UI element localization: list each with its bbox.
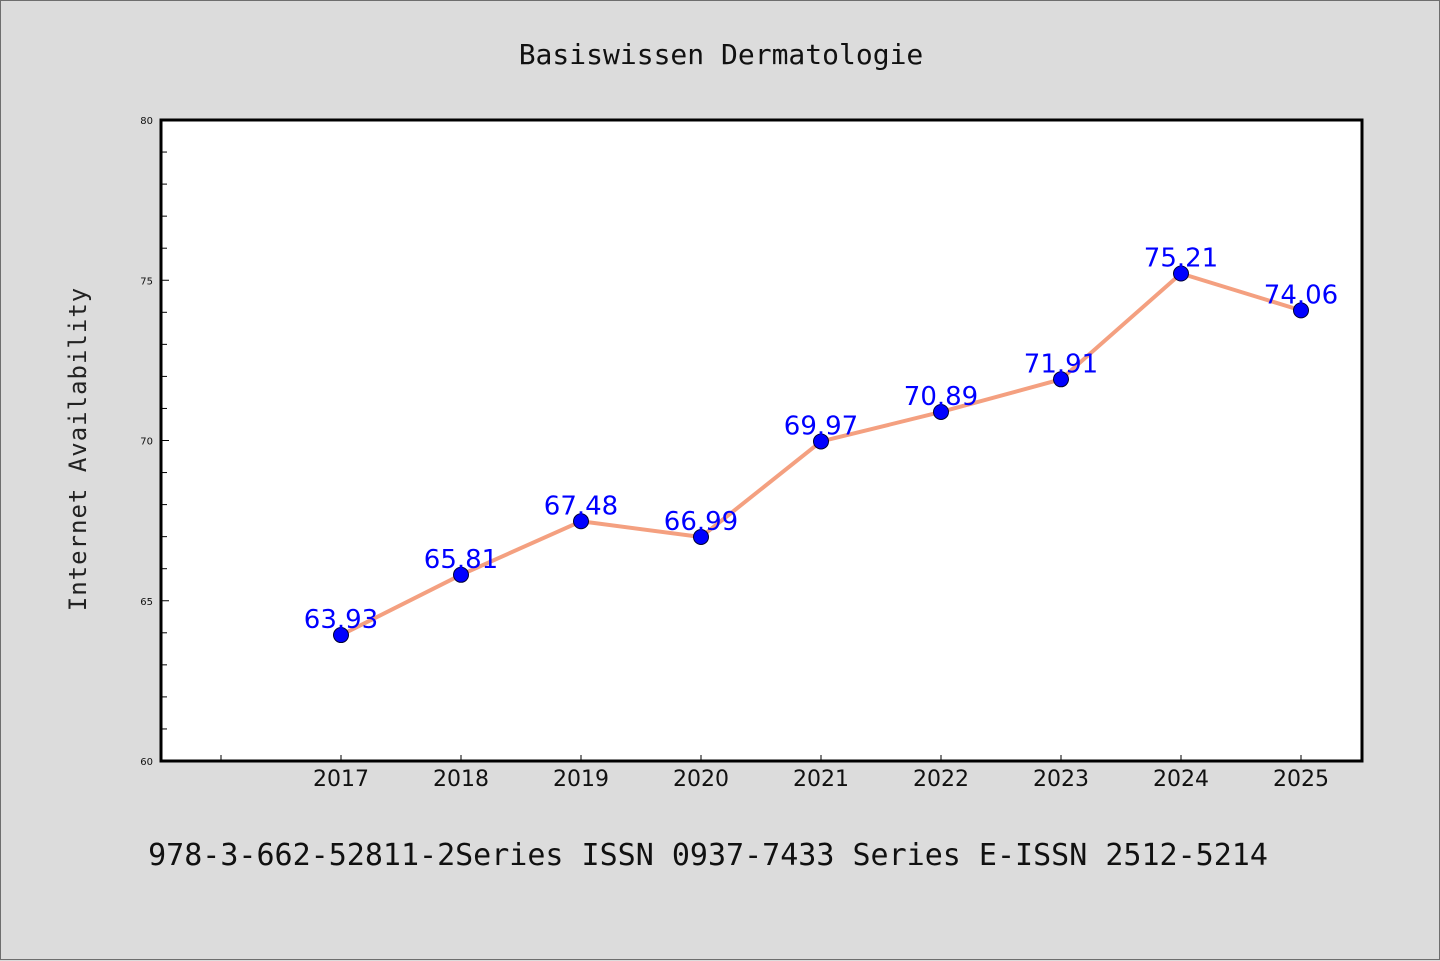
y-tick-label: 80 [140, 116, 153, 127]
data-label: 63.93 [304, 605, 378, 635]
data-label: 69.97 [784, 411, 858, 441]
data-point [1053, 371, 1069, 388]
plot-area [159, 118, 1364, 763]
x-tick-label: 2019 [553, 767, 609, 792]
y-axis-label: Internet Availability [64, 287, 92, 611]
y-axis: 60 65 70 75 80 [140, 116, 169, 768]
data-point [813, 433, 829, 450]
data-label: 66.99 [664, 507, 738, 537]
data-labels: 63.93 65.81 67.48 66.99 69.97 70.89 71.91 75.21… [304, 244, 1338, 636]
chart-title: Basiswissen Dermatologie [519, 38, 924, 71]
data-point [333, 627, 349, 644]
data-point [573, 513, 589, 530]
footer-isbn-issn: 978-3-662-52811-2Series ISSN 0937-7433 S… [148, 838, 1268, 873]
y-tick-label: 65 [140, 597, 153, 608]
data-point [1173, 265, 1189, 282]
x-tick-label: 2020 [673, 767, 729, 792]
y-tick-label: 60 [140, 757, 153, 768]
data-label: 65.81 [424, 545, 498, 575]
data-label: 75.21 [1144, 244, 1218, 274]
y-tick-label: 70 [140, 437, 153, 448]
data-point [693, 528, 709, 545]
data-label: 71.91 [1024, 349, 1098, 379]
x-tick-label: 2017 [313, 767, 369, 792]
x-tick-label: 2022 [913, 767, 969, 792]
data-label: 70.89 [904, 382, 978, 412]
data-point [453, 566, 469, 583]
x-tick-label: 2023 [1033, 767, 1089, 792]
data-label: 67.48 [544, 491, 618, 521]
x-axis: 2017 2018 2019 2020 2021 2022 2023 2024 2025 [220, 755, 1329, 792]
data-point [933, 403, 949, 420]
x-tick-label: 2021 [793, 767, 849, 792]
x-tick-label: 2025 [1273, 767, 1329, 792]
x-tick-label: 2018 [433, 767, 489, 792]
x-tick-label: 2024 [1153, 767, 1209, 792]
data-label: 74.06 [1264, 280, 1338, 310]
series-layer [333, 265, 1309, 644]
y-tick-label: 75 [140, 276, 153, 287]
data-point [1293, 302, 1309, 319]
